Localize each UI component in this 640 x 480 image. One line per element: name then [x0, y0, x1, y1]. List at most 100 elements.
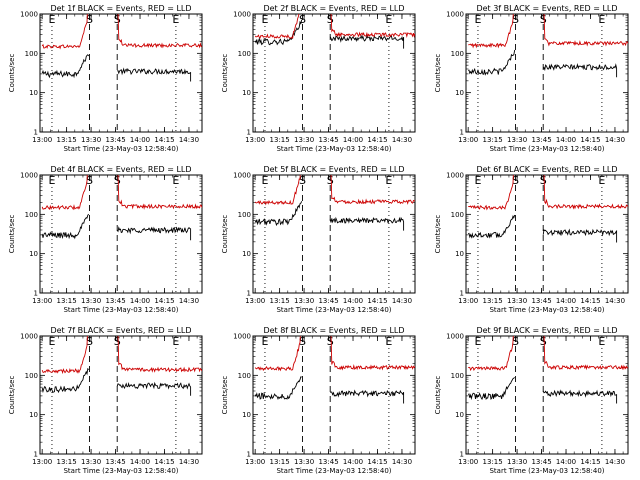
- y-tick-label: 100: [25, 211, 38, 219]
- panel-title: Det 6f BLACK = Events, RED = LLD: [476, 165, 617, 174]
- marker-label-e: E: [261, 174, 268, 187]
- x-tick-label: 13:45: [531, 136, 551, 144]
- series-line-lld: [254, 175, 415, 206]
- series-line-lld: [41, 336, 202, 375]
- marker-label-s: S: [512, 335, 519, 348]
- series-line-lld: [254, 336, 415, 372]
- x-tick-label: 13:00: [458, 136, 478, 144]
- panel-title: Det 1f BLACK = Events, RED = LLD: [50, 4, 191, 13]
- panel-9: Det 9f BLACK = Events, RED = LLD Counts/s…: [434, 326, 629, 475]
- y-tick-label: 1: [34, 451, 38, 459]
- x-tick-label: 14:30: [605, 458, 625, 466]
- x-tick-label: 13:30: [507, 136, 527, 144]
- plot-frame: [39, 174, 203, 294]
- y-tick-label: 100: [238, 372, 251, 380]
- x-tick-label: 13:00: [245, 297, 265, 305]
- marker-label-e: E: [172, 174, 179, 187]
- y-tick-label: 10: [29, 250, 38, 258]
- x-tick-label: 13:00: [32, 458, 52, 466]
- marker-label-e: E: [474, 13, 481, 26]
- x-tick-label: 13:45: [105, 136, 125, 144]
- marker-label-s: S: [540, 335, 547, 348]
- y-tick-label: 1000: [20, 333, 38, 341]
- marker-label-s: S: [540, 174, 547, 187]
- x-tick-label: 14:00: [130, 136, 150, 144]
- plot-frame: [465, 13, 629, 133]
- x-tick-label: 14:15: [580, 136, 600, 144]
- y-tick-label: 100: [238, 50, 251, 58]
- y-tick-label: 100: [451, 211, 464, 219]
- panel-8: Det 8f BLACK = Events, RED = LLD Counts/s…: [221, 326, 416, 475]
- y-tick-label: 1: [460, 451, 464, 459]
- x-tick-label: 14:00: [343, 458, 363, 466]
- marker-label-s: S: [512, 13, 519, 26]
- x-axis-label: Start Time (23-May-03 12:58:40): [63, 467, 178, 475]
- y-tick-label: 1: [460, 290, 464, 298]
- x-tick-label: 13:00: [245, 458, 265, 466]
- x-tick-label: 14:15: [580, 297, 600, 305]
- x-tick-label: 13:00: [458, 297, 478, 305]
- x-tick-label: 13:15: [483, 297, 503, 305]
- series-line-events: [41, 54, 192, 82]
- y-tick-label: 100: [451, 372, 464, 380]
- marker-label-s: S: [114, 335, 121, 348]
- panel-2: Det 2f BLACK = Events, RED = LLD Counts/s…: [221, 4, 416, 153]
- series-line-events: [254, 19, 405, 49]
- series-line-events: [254, 201, 405, 231]
- x-tick-label: 14:00: [343, 297, 363, 305]
- x-tick-label: 13:45: [105, 297, 125, 305]
- panel-7: Det 7f BLACK = Events, RED = LLD Counts/s…: [8, 326, 203, 475]
- y-tick-label: 1: [34, 129, 38, 137]
- x-tick-label: 13:30: [81, 297, 101, 305]
- plot-frame: [252, 13, 416, 133]
- marker-label-s: S: [327, 335, 334, 348]
- y-tick-label: 1000: [233, 11, 251, 19]
- x-tick-label: 13:30: [81, 136, 101, 144]
- x-tick-label: 14:00: [130, 458, 150, 466]
- y-tick-label: 1: [247, 290, 251, 298]
- x-tick-label: 14:00: [556, 297, 576, 305]
- x-tick-label: 13:00: [458, 458, 478, 466]
- plot-frame: [465, 335, 629, 455]
- marker-label-s: S: [86, 174, 93, 187]
- y-tick-label: 10: [29, 411, 38, 419]
- series-line-events: [467, 214, 618, 243]
- y-axis-label: Counts/sec: [8, 376, 16, 415]
- y-tick-label: 10: [455, 250, 464, 258]
- marker-label-s: S: [299, 174, 306, 187]
- x-tick-label: 13:15: [57, 458, 77, 466]
- marker-label-s: S: [299, 13, 306, 26]
- marker-label-e: E: [172, 335, 179, 348]
- x-tick-label: 13:45: [531, 297, 551, 305]
- x-tick-label: 14:30: [179, 297, 199, 305]
- x-tick-label: 13:45: [105, 458, 125, 466]
- panel-title: Det 3f BLACK = Events, RED = LLD: [476, 4, 617, 13]
- series-line-lld: [254, 14, 415, 39]
- y-tick-label: 100: [25, 50, 38, 58]
- x-axis-label: Start Time (23-May-03 12:58:40): [489, 145, 604, 153]
- marker-label-s: S: [327, 13, 334, 26]
- series-line-lld: [41, 14, 202, 50]
- y-tick-label: 1000: [446, 11, 464, 19]
- x-axis-label: Start Time (23-May-03 12:58:40): [489, 306, 604, 314]
- x-tick-label: 13:15: [57, 297, 77, 305]
- plot-frame: [252, 335, 416, 455]
- marker-label-e: E: [48, 13, 55, 26]
- panel-5: Det 5f BLACK = Events, RED = LLD Counts/s…: [221, 165, 416, 314]
- y-tick-label: 1: [247, 129, 251, 137]
- x-tick-label: 14:15: [367, 297, 387, 305]
- y-axis-label: Counts/sec: [221, 215, 229, 254]
- x-tick-label: 14:00: [343, 136, 363, 144]
- panel-title: Det 4f BLACK = Events, RED = LLD: [50, 165, 191, 174]
- series-line-events: [254, 376, 405, 404]
- x-tick-label: 13:15: [483, 136, 503, 144]
- x-tick-label: 14:00: [130, 297, 150, 305]
- series-line-lld: [41, 175, 202, 211]
- x-tick-label: 14:15: [154, 297, 174, 305]
- x-tick-label: 13:30: [507, 458, 527, 466]
- y-axis-label: Counts/sec: [434, 54, 442, 93]
- series-line-events: [41, 367, 192, 396]
- y-tick-label: 10: [455, 411, 464, 419]
- series-line-lld: [468, 14, 628, 49]
